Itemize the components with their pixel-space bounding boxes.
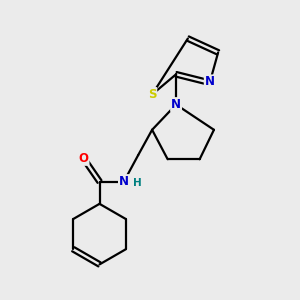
Text: S: S	[148, 88, 156, 101]
Text: N: N	[119, 175, 129, 188]
Text: H: H	[133, 178, 142, 188]
Text: O: O	[79, 152, 88, 165]
Text: N: N	[171, 98, 181, 111]
Text: N: N	[205, 75, 215, 88]
